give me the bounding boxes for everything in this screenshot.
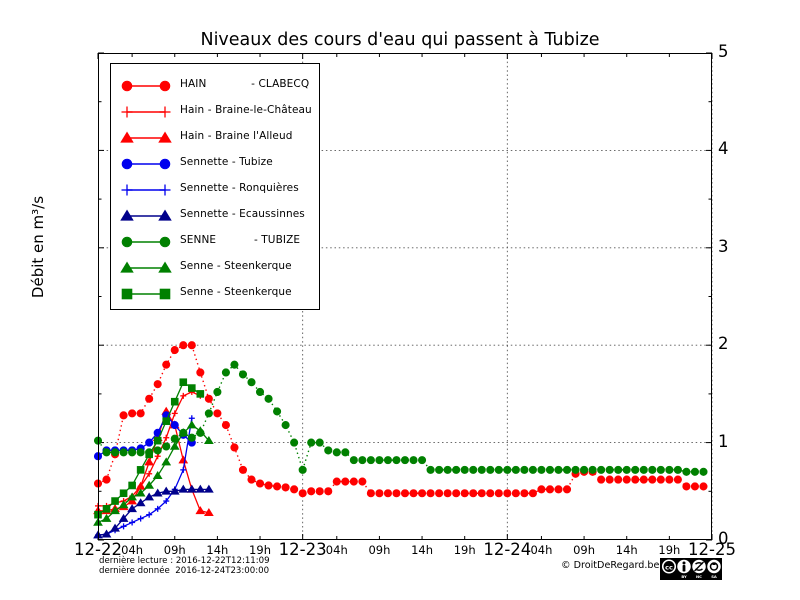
legend-label: SENNE - TUBIZE [180, 234, 301, 246]
x-tick-label-hour: 14h [615, 543, 638, 557]
copyright-text: © DroitDeRegard.be [561, 560, 660, 571]
y-tick-label: 2 [718, 334, 729, 354]
legend-label: Hain - Braine-le-Château [180, 104, 312, 116]
legend-marker-sennette-tubize [121, 158, 171, 170]
y-tick-label: 0 [718, 529, 729, 548]
y-tick-label: 1 [718, 431, 729, 451]
x-tick-label-hour: 09h [368, 543, 391, 557]
legend-label: Hain - Braine l'Alleud [180, 130, 293, 142]
creative-commons-badge: cc BY NC SA [660, 558, 722, 580]
x-tick-label-hour: 04h [121, 543, 144, 557]
legend-marker-hain-clabecq [121, 80, 171, 92]
x-tick-label-hour: 04h [325, 543, 348, 557]
legend-marker-hain-braine-le-chateau [121, 106, 171, 118]
x-tick-label-date: 12-25 [688, 540, 736, 559]
series-0 [93, 341, 708, 498]
svg-text:cc: cc [665, 564, 673, 572]
legend-label: Sennette - Ecaussinnes [180, 208, 305, 220]
y-tick-label: 4 [718, 139, 729, 159]
legend-marker-senne-tubize [121, 236, 171, 248]
x-tick-label-date: 12-24 [483, 540, 532, 559]
cc-mark-nc: NC [696, 575, 702, 579]
series-7 [93, 420, 214, 526]
legend: HAIN - CLABECQ Hain - Braine-le-Château Ha… [110, 63, 320, 310]
legend-item-hain-braine-le-chateau[interactable]: Hain - Braine-le-Château [111, 99, 321, 125]
x-tick-label-hour: 14h [411, 543, 434, 557]
footnotes: dernière lecture : 2016-12-22T12:11:09 d… [99, 556, 270, 576]
series-8 [94, 378, 205, 519]
x-tick-label-hour: 19h [658, 543, 681, 557]
footnote-last-data: dernière donnée 2016-12-24T23:00:00 [99, 565, 270, 576]
x-tick-label-hour: 04h [530, 543, 553, 557]
legend-label: HAIN - CLABECQ [180, 78, 310, 90]
legend-marker-hain-braine-lalleud [120, 131, 172, 143]
legend-item-hain-clabecq[interactable]: HAIN - CLABECQ [111, 73, 321, 99]
legend-item-senne-tubize[interactable]: SENNE - TUBIZE [111, 229, 321, 255]
legend-marker-senne-steenkerque-triangle [120, 261, 172, 273]
x-tick-label-date: 12-23 [278, 540, 327, 559]
legend-item-senne-steenkerque-triangle[interactable]: Senne - Steenkerque [111, 255, 321, 281]
legend-marker-sennette-ronquieres [121, 184, 171, 196]
legend-label: Sennette - Ronquières [180, 182, 299, 194]
legend-item-sennette-ecaussinnes[interactable]: Sennette - Ecaussinnes [111, 203, 321, 229]
x-tick-label-hour: 19h [453, 543, 476, 557]
legend-label: Senne - Steenkerque [180, 260, 292, 272]
legend-label: Senne - Steenkerque [180, 286, 292, 298]
legend-label: Sennette - Tubize [180, 156, 273, 168]
footnote-last-read: dernière lecture : 2016-12-22T12:11:09 [99, 556, 270, 566]
y-tick-label: 3 [718, 236, 729, 256]
legend-item-sennette-ronquieres[interactable]: Sennette - Ronquières [111, 177, 321, 203]
plot-frame [98, 53, 712, 540]
cc-mark-sa: SA [711, 575, 717, 579]
x-tick-label-hour: 19h [249, 543, 271, 557]
legend-marker-senne-steenkerque-square [121, 288, 171, 300]
legend-item-sennette-tubize[interactable]: Sennette - Tubize [111, 151, 321, 177]
series-5 [93, 484, 214, 539]
x-tick-label-date: 12-22 [74, 540, 122, 559]
x-tick-label-hour: 14h [206, 543, 229, 557]
x-tick-label-hour: 09h [573, 543, 596, 557]
x-tick-label-hour: 09h [163, 543, 186, 557]
legend-marker-sennette-ecaussinnes [120, 209, 172, 221]
cc-mark-by: BY [681, 575, 687, 579]
chart-title: Niveaux des cours d'eau qui passent à Tu… [200, 30, 600, 50]
y-tick-label: 5 [718, 42, 729, 61]
legend-item-hain-braine-lalleud[interactable]: Hain - Braine l'Alleud [111, 125, 321, 151]
legend-item-senne-steenkerque-square[interactable]: Senne - Steenkerque [111, 281, 321, 307]
